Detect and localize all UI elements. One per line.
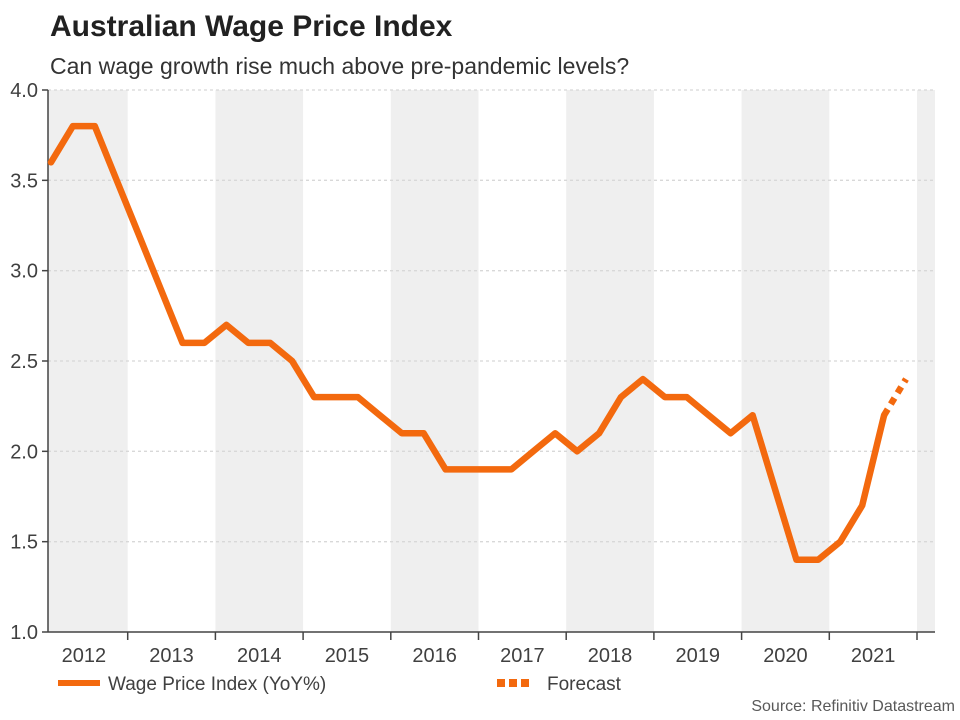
svg-text:2014: 2014 <box>237 645 282 667</box>
svg-text:2017: 2017 <box>500 645 545 667</box>
wpi-line <box>47 122 888 563</box>
svg-text:4.0: 4.0 <box>10 80 38 102</box>
svg-text:2015: 2015 <box>325 645 370 667</box>
forecast-series-swatch <box>497 679 530 687</box>
svg-text:2019: 2019 <box>676 645 721 667</box>
svg-text:2018: 2018 <box>588 645 633 667</box>
svg-text:2012: 2012 <box>62 645 107 667</box>
wpi-series-label: Wage Price Index (YoY%) <box>108 674 327 695</box>
chart-title: Australian Wage Price Index <box>50 10 453 43</box>
y-tick-labels: 4.0 3.5 3.0 2.5 2.0 1.5 1.0 <box>10 80 38 644</box>
svg-text:1.5: 1.5 <box>10 532 38 554</box>
svg-text:2020: 2020 <box>763 645 808 667</box>
wpi-series-swatch <box>58 680 100 686</box>
source-credit: Source: Refinitiv Datastream <box>751 698 955 715</box>
gridlines <box>48 89 935 543</box>
forecast-line <box>881 377 909 417</box>
svg-text:2021: 2021 <box>851 645 896 667</box>
forecast-series-label: Forecast <box>547 674 621 695</box>
svg-text:3.5: 3.5 <box>10 170 38 192</box>
svg-text:3.0: 3.0 <box>10 261 38 283</box>
svg-text:2013: 2013 <box>149 645 194 667</box>
svg-text:2016: 2016 <box>412 645 457 667</box>
svg-text:1.0: 1.0 <box>10 622 38 644</box>
svg-text:2.0: 2.0 <box>10 441 38 463</box>
x-tick-labels: 2012 2013 2014 2015 2016 2017 2018 2019 2020 2021 <box>62 645 896 667</box>
axes <box>42 89 935 640</box>
chart-subtitle: Can wage growth rise much above pre-pand… <box>50 53 630 79</box>
svg-text:2.5: 2.5 <box>10 351 38 373</box>
